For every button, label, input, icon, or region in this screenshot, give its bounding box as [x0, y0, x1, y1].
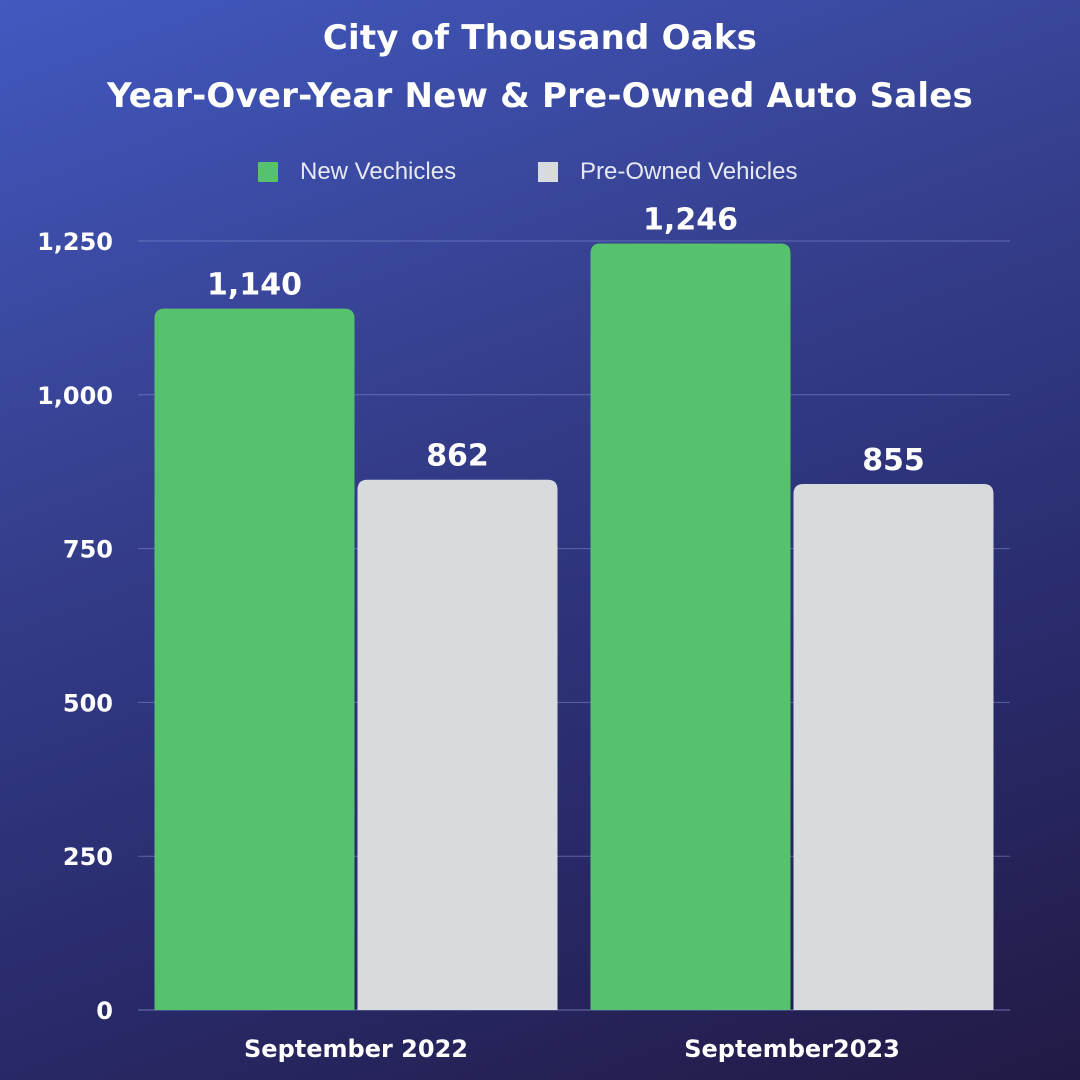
chart-subtitle: Year-Over-Year New & Pre-Owned Auto Sale… [107, 76, 973, 116]
y-tick-label: 750 [63, 536, 113, 564]
legend-swatch-pre-owned [538, 162, 558, 182]
y-tick-label: 250 [63, 843, 113, 871]
legend-swatch-new [258, 162, 278, 182]
x-category-label: September2023 [684, 1035, 900, 1063]
y-tick-label: 0 [96, 997, 113, 1025]
chart-legend: New Vechicles Pre-Owned Vehicles [0, 158, 1080, 190]
chart-title: City of Thousand Oaks [322, 18, 758, 58]
legend-label-pre-owned: Pre-Owned Vehicles [580, 158, 798, 185]
data-label: 1,140 [207, 268, 302, 303]
data-label: 855 [862, 443, 925, 478]
y-tick-label: 1,000 [37, 382, 113, 410]
bar-new [590, 243, 791, 1010]
bar-new [154, 308, 355, 1010]
legend-item-pre-owned: Pre-Owned Vehicles [538, 158, 797, 186]
x-category-label: September 2022 [244, 1035, 468, 1063]
bar-pre-owned [357, 479, 558, 1010]
legend-item-new: New Vechicles [258, 158, 456, 186]
y-tick-label: 500 [63, 689, 113, 717]
data-label: 1,246 [643, 202, 738, 237]
data-label: 862 [426, 439, 489, 474]
bar-pre-owned [793, 484, 994, 1010]
legend-label-new: New Vechicles [300, 158, 457, 185]
y-tick-label: 1,250 [37, 228, 113, 256]
